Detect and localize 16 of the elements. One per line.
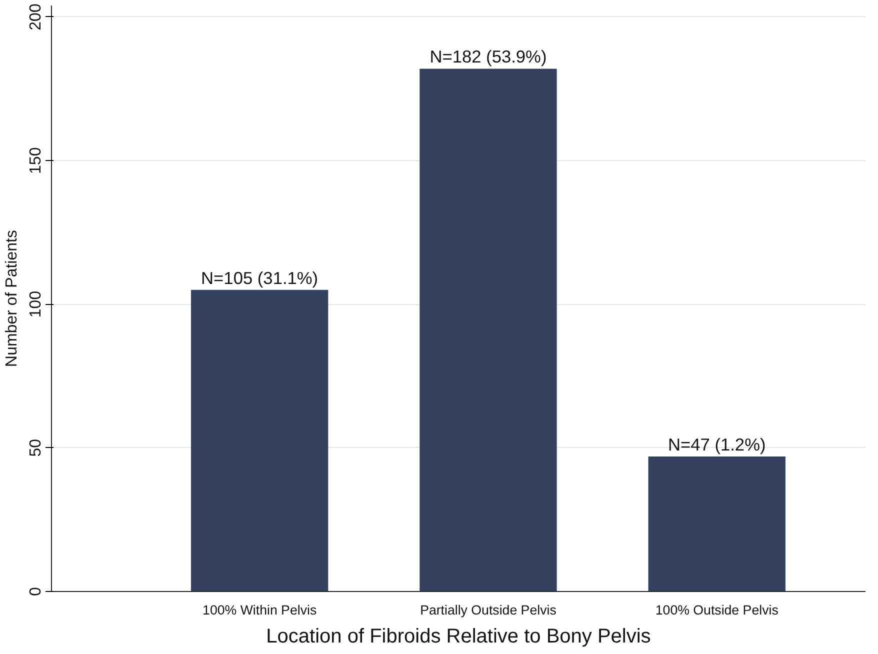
- bar: [190, 290, 328, 592]
- x-tick-label: Partially Outside Pelvis: [420, 602, 557, 618]
- y-tick-label: 0: [28, 586, 44, 596]
- data-label: N=182 (53.9%): [430, 46, 547, 67]
- x-tick-label: 100% Within Pelvis: [202, 602, 317, 618]
- y-tick-label: 150: [28, 147, 44, 174]
- bar: [648, 456, 786, 592]
- y-tick-label: 50: [28, 438, 44, 457]
- y-tick-label: 200: [28, 4, 44, 30]
- data-label: N=47 (1.2%): [668, 434, 766, 454]
- bar: [420, 68, 557, 592]
- y-axis-title: Number of Patients: [4, 230, 20, 367]
- data-label: N=105 (31.1%): [201, 268, 318, 288]
- y-tick-label: 100: [28, 290, 44, 318]
- x-tick-label: 100% Outside Pelvis: [655, 602, 779, 618]
- x-axis-title: Location of Fibroids Relative to Bony Pelvis: [266, 626, 651, 648]
